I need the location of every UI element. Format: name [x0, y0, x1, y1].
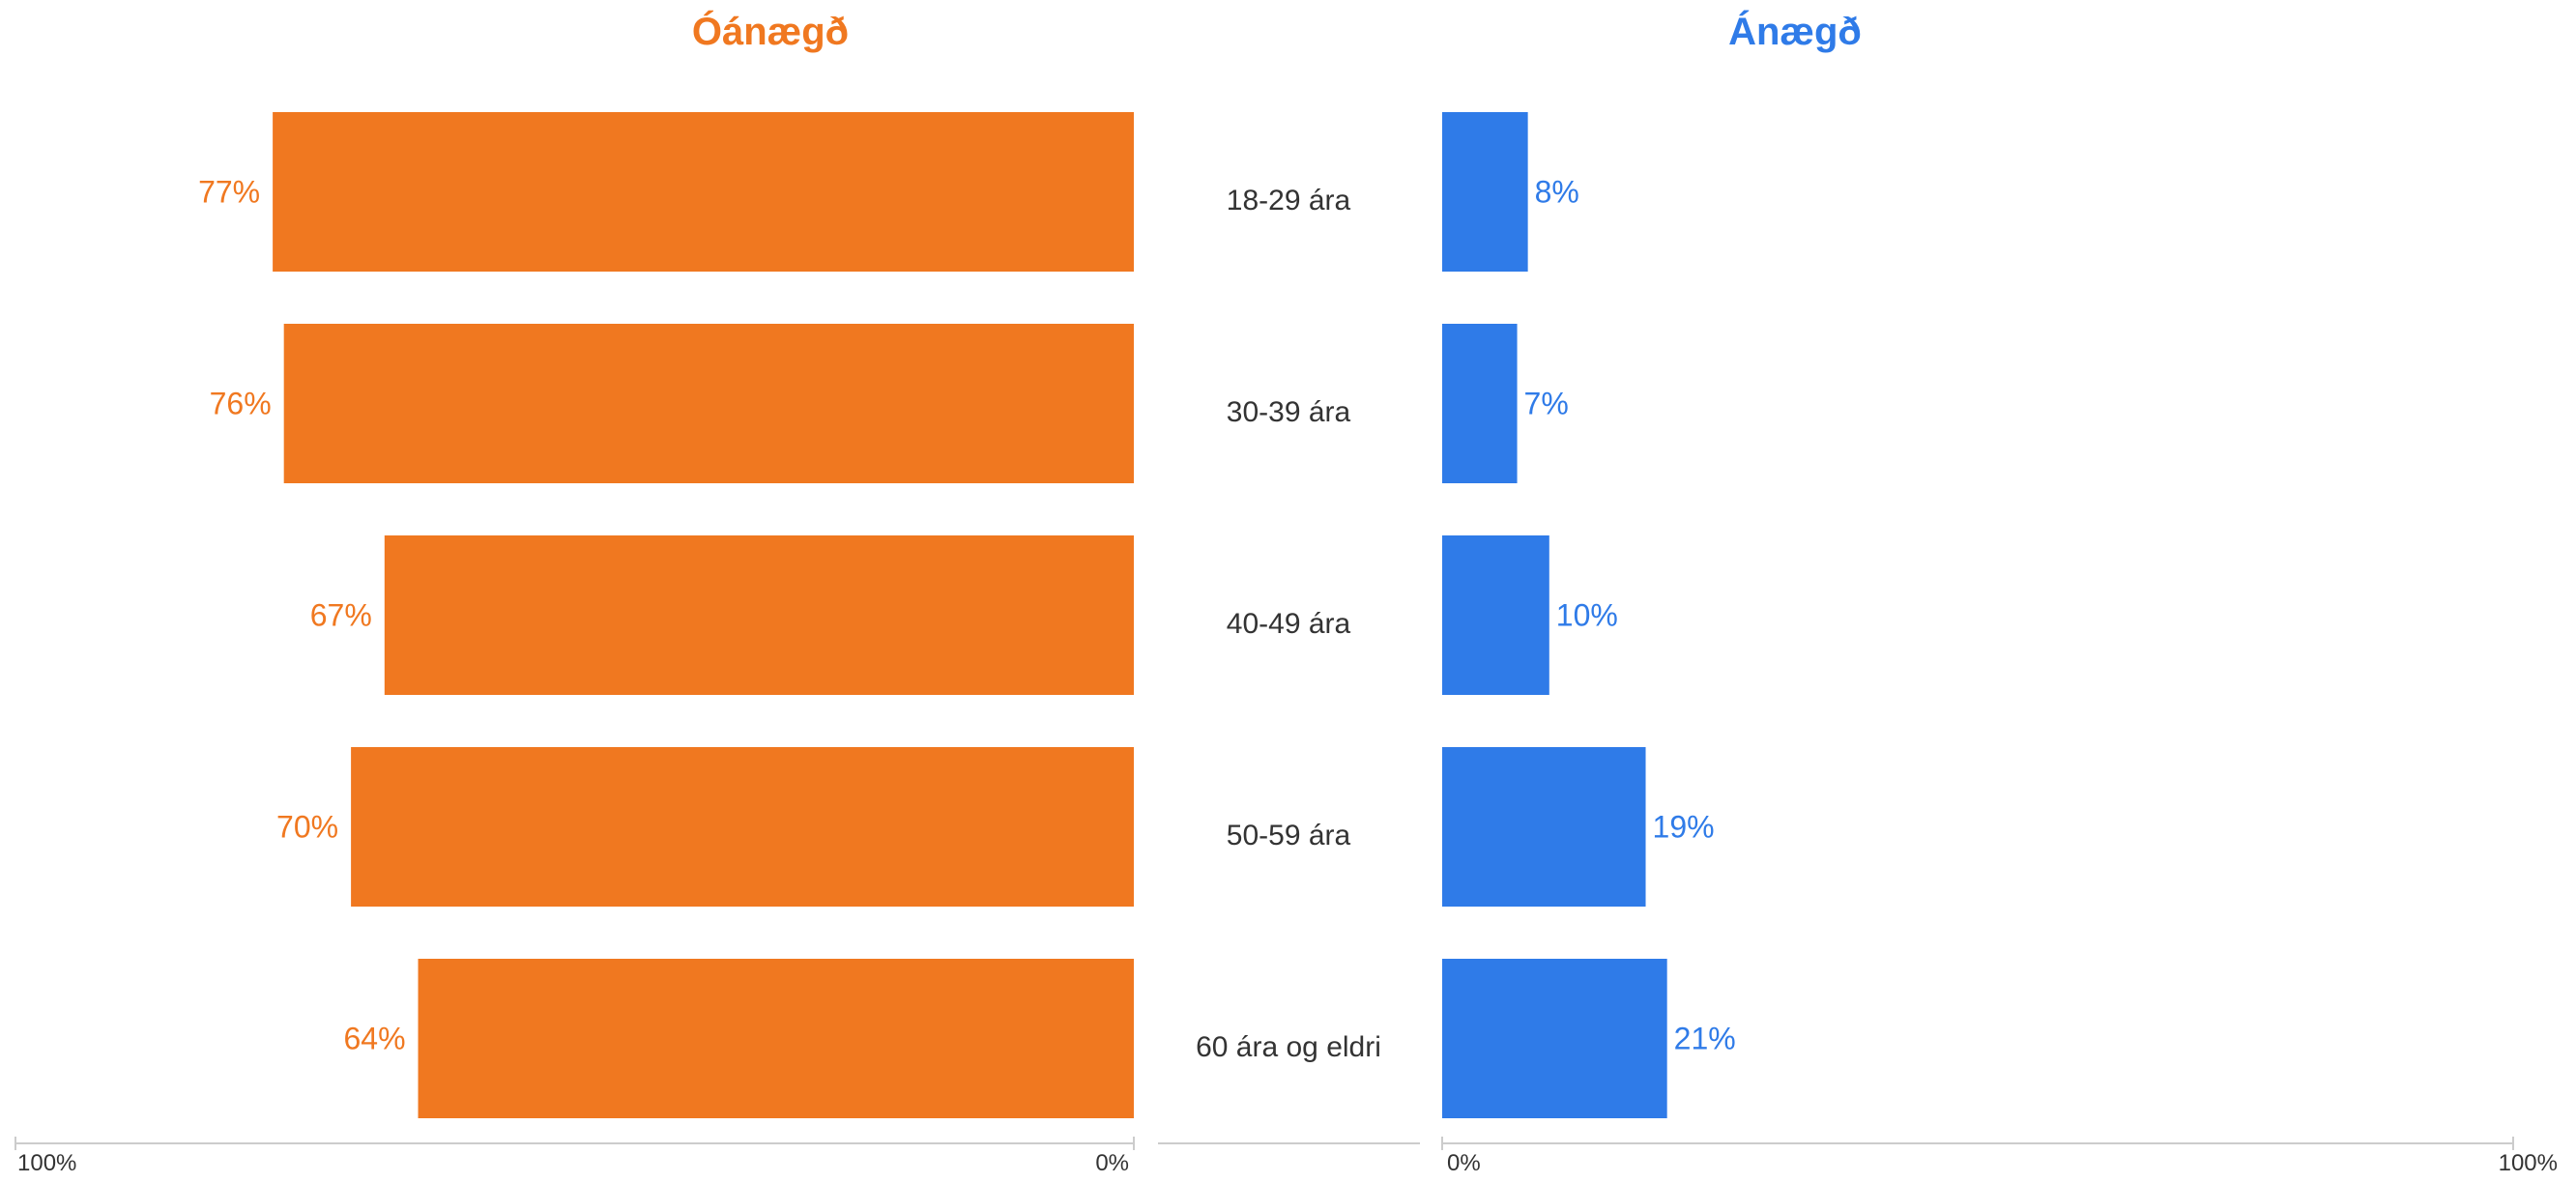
- right-bar: [1442, 747, 1646, 907]
- category-label: 50-59 ára: [1227, 820, 1351, 851]
- left-bar-value-label: 67%: [310, 598, 372, 633]
- category-label: 30-39 ára: [1227, 396, 1351, 428]
- right-axis-tick-label-max: 100%: [2499, 1150, 2558, 1176]
- category-label: 40-49 ára: [1227, 608, 1351, 640]
- left-bar-value-label: 77%: [198, 175, 260, 210]
- left-bar-value-label: 76%: [210, 387, 272, 421]
- right-bar-value-label: 7%: [1524, 387, 1569, 421]
- right-bar-value-label: 21%: [1674, 1022, 1736, 1056]
- bars-layer: 77% 18-29 ára 8% 76% 30-39 ára 7% 67% 40-49 ára…: [198, 112, 1736, 1118]
- left-axis-tick-label-max: 100%: [17, 1150, 76, 1176]
- left-bar: [283, 324, 1134, 483]
- right-panel-title: Ánægð: [1728, 10, 1862, 53]
- left-bar: [351, 747, 1135, 907]
- right-bar: [1442, 959, 1667, 1118]
- left-panel-title: Óánægð: [692, 9, 849, 53]
- right-bar: [1442, 112, 1528, 272]
- right-bar-value-label: 8%: [1535, 175, 1579, 210]
- right-bar-value-label: 19%: [1653, 810, 1715, 845]
- right-axis-tick-label-zero: 0%: [1447, 1150, 1481, 1176]
- left-axis-tick-label-zero: 0%: [1095, 1150, 1129, 1176]
- left-bar: [384, 535, 1134, 695]
- right-bar: [1442, 535, 1549, 695]
- right-bar: [1442, 324, 1518, 483]
- left-bar-value-label: 70%: [276, 810, 338, 845]
- category-label: 60 ára og eldri: [1196, 1031, 1381, 1063]
- left-bar: [418, 959, 1134, 1118]
- left-bar: [273, 112, 1134, 272]
- left-bar-value-label: 64%: [343, 1022, 405, 1056]
- category-label: 18-29 ára: [1227, 185, 1351, 216]
- right-bar-value-label: 10%: [1556, 598, 1618, 633]
